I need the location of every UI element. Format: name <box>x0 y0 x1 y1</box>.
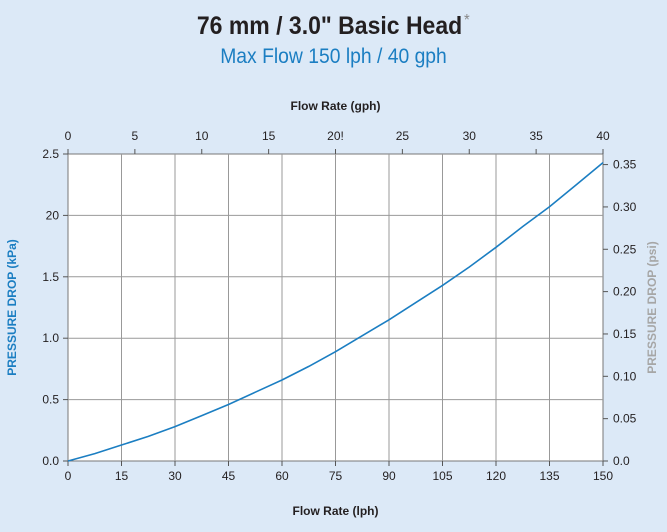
x-tick-label: 30 <box>168 469 182 483</box>
x-tick-label: 135 <box>539 469 559 483</box>
x-axis-ticks: 0 15 30 45 60 75 90 105 120 135 150 <box>65 461 613 483</box>
y2-tick-label: 0.10 <box>613 369 637 383</box>
y2-axis-ticks: 0.0 0.05 0.10 0.15 0.20 0.25 0.30 0.35 <box>603 158 637 468</box>
x2-tick-label: 20! <box>327 129 344 143</box>
x-tick-label: 105 <box>432 469 452 483</box>
y2-tick-label: 0.30 <box>613 200 637 214</box>
x-tick-label: 60 <box>275 469 289 483</box>
chart-title: 76 mm / 3.0" Basic Head * <box>197 12 470 40</box>
title-block: 76 mm / 3.0" Basic Head * Max Flow 150 lp… <box>0 12 667 69</box>
x-axis-label: Flow Rate (lph) <box>293 504 379 518</box>
x2-tick-label: 10 <box>195 129 209 143</box>
x-tick-label: 45 <box>222 469 236 483</box>
x-tick-label: 75 <box>329 469 343 483</box>
y-axis-ticks: 0.0 0.5 1.0 1.5 20 2.5 <box>42 147 68 468</box>
chart-subtitle: Max Flow 150 lph / 40 gph <box>220 45 447 68</box>
x2-tick-label: 0 <box>65 129 72 143</box>
title-asterisk: * <box>464 12 470 29</box>
y2-tick-label: 0.20 <box>613 285 637 299</box>
x2-axis-label: Flow Rate (gph) <box>291 99 381 113</box>
x2-tick-label: 40 <box>596 129 610 143</box>
y-tick-label: 0.0 <box>42 454 59 468</box>
series-line <box>67 161 604 462</box>
y2-tick-label: 0.25 <box>613 242 637 256</box>
x2-tick-label: 35 <box>529 129 543 143</box>
grid-horizontal <box>68 214 603 401</box>
y-axis-label: PRESSURE DROP (kPa) <box>5 239 19 375</box>
y2-tick-label: 0.15 <box>613 327 637 341</box>
x2-tick-label: 25 <box>396 129 410 143</box>
y-tick-label: 20 <box>46 208 60 222</box>
y2-tick-label: 0.05 <box>613 412 637 426</box>
y2-tick-label: 0.35 <box>613 158 637 172</box>
x-tick-label: 120 <box>486 469 506 483</box>
x2-axis-ticks: 0 5 10 15 20! 25 30 35 40 <box>65 129 610 154</box>
y-tick-label: 0.5 <box>42 393 59 407</box>
x2-tick-label: 5 <box>132 129 139 143</box>
y-tick-label: 2.5 <box>42 147 59 161</box>
y2-tick-label: 0.0 <box>613 454 630 468</box>
x-tick-label: 0 <box>65 469 72 483</box>
y2-axis-label: PRESSURE DROP (psi) <box>645 241 659 373</box>
x-tick-label: 150 <box>593 469 613 483</box>
x-tick-label: 90 <box>382 469 396 483</box>
grid-vertical <box>121 154 550 461</box>
y-tick-label: 1.0 <box>42 331 59 345</box>
y-tick-label: 1.5 <box>42 270 59 284</box>
x-tick-label: 15 <box>115 469 129 483</box>
x2-tick-label: 30 <box>463 129 477 143</box>
x2-tick-label: 15 <box>262 129 276 143</box>
